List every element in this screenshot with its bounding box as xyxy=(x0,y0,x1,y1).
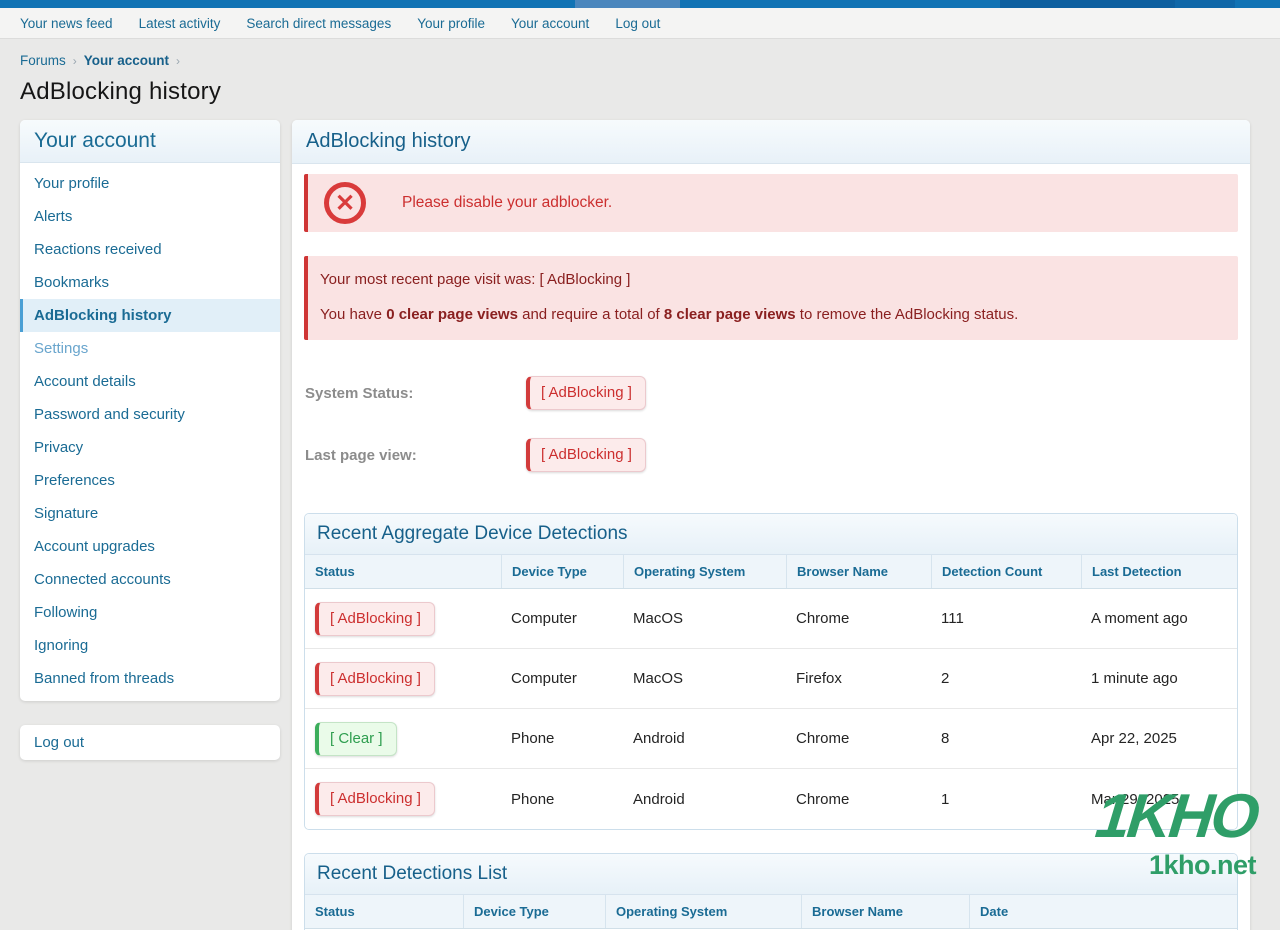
col-date: Date xyxy=(969,895,1237,928)
sidebar-title: Your account xyxy=(20,120,280,163)
cell-detection-count: 1 xyxy=(941,790,950,808)
top-strip-segment xyxy=(1000,0,1175,8)
last-page-view-label: Last page view: xyxy=(305,446,417,464)
sidebar-item-password-and-security[interactable]: Password and security xyxy=(34,406,185,423)
sidebar-item-account-details[interactable]: Account details xyxy=(34,373,136,390)
logout-box: Log out xyxy=(20,725,280,760)
nav-latest-activity[interactable]: Latest activity xyxy=(138,15,221,31)
cell-last-detection: Apr 22, 2025 xyxy=(1091,730,1177,747)
aggregate-table-header: Status Device Type Operating System Brow… xyxy=(305,555,1237,589)
adblock-notice: Your most recent page visit was: [ AdBlo… xyxy=(304,256,1238,340)
sidebar-item-ignoring[interactable]: Ignoring xyxy=(34,637,89,654)
breadcrumb-forums[interactable]: Forums xyxy=(20,53,66,68)
col-detection-count: Detection Count xyxy=(931,555,1081,588)
sidebar-item-settings[interactable]: Settings xyxy=(34,340,89,357)
col-status: Status xyxy=(315,564,355,579)
col-device-type: Device Type xyxy=(501,555,623,588)
alert-message: Please disable your adblocker. xyxy=(402,194,613,211)
cell-detection-count: 2 xyxy=(941,670,950,687)
col-operating-system: Operating System xyxy=(605,895,801,928)
main-panel: AdBlocking history ✕ Please disable your… xyxy=(292,120,1250,930)
col-browser-name: Browser Name xyxy=(801,895,969,928)
cell-detection-count: 8 xyxy=(941,730,950,747)
recent-detections-title: Recent Detections List xyxy=(305,854,1237,895)
adblock-alert: ✕ Please disable your adblocker. xyxy=(304,174,1238,232)
sidebar-item-banned-from-threads[interactable]: Banned from threads xyxy=(34,670,175,687)
status-badge: [ AdBlocking ] xyxy=(315,601,435,636)
cell-browser-name: Chrome xyxy=(796,610,850,627)
status-badge: [ AdBlocking ] xyxy=(315,661,435,696)
status-badge: [ AdBlocking ] xyxy=(315,782,435,816)
nav-your-profile[interactable]: Your profile xyxy=(417,15,485,31)
cell-operating-system: Android xyxy=(633,730,685,747)
aggregate-detections-title: Recent Aggregate Device Detections xyxy=(305,514,1237,555)
top-strip-segment xyxy=(1175,0,1235,8)
status-badge: [ Clear ] xyxy=(315,721,397,756)
last-page-view-row: Last page view: [ AdBlocking ] xyxy=(305,438,1238,472)
cell-device-type: Computer xyxy=(511,610,577,627)
col-status: Status xyxy=(315,904,355,919)
cell-browser-name: Chrome xyxy=(796,730,850,747)
sidebar-item-alerts[interactable]: Alerts xyxy=(34,208,73,225)
table-row: [ AdBlocking ] Computer MacOS Firefox 2 … xyxy=(305,649,1237,709)
system-status-row: System Status: [ AdBlocking ] xyxy=(305,376,1238,410)
sidebar-item-preferences[interactable]: Preferences xyxy=(34,472,115,489)
cell-operating-system: Android xyxy=(633,790,685,808)
account-sidebar: Your account Your profile Alerts Reactio… xyxy=(20,120,280,701)
error-circle-x-icon: ✕ xyxy=(324,182,366,224)
status-summary: System Status: [ AdBlocking ] Last page … xyxy=(305,376,1238,472)
cell-last-detection: 1 minute ago xyxy=(1091,670,1178,687)
last-page-view-badge: [ AdBlocking ] xyxy=(526,438,646,472)
cell-device-type: Phone xyxy=(511,730,555,747)
sidebar-item-reactions-received[interactable]: Reactions received xyxy=(34,241,162,258)
notice-line2: You have 0 clear page views and require … xyxy=(320,306,1019,323)
nav-your-account[interactable]: Your account xyxy=(511,15,590,31)
sidebar-item-following[interactable]: Following xyxy=(34,604,98,621)
nav-search-direct-messages[interactable]: Search direct messages xyxy=(246,15,392,31)
page-title: AdBlocking history xyxy=(20,78,222,105)
notice-line1: Your most recent page visit was: [ AdBlo… xyxy=(320,271,631,288)
sidebar-item-privacy[interactable]: Privacy xyxy=(34,439,84,456)
cell-operating-system: MacOS xyxy=(633,610,684,627)
breadcrumb-your-account[interactable]: Your account xyxy=(83,53,170,68)
sidebar-item-account-upgrades[interactable]: Account upgrades xyxy=(34,538,155,555)
table-row: [ AdBlocking ] Phone Android Chrome 1 Ma… xyxy=(305,769,1237,829)
top-strip-segment xyxy=(575,0,680,8)
cell-last-detection: Mar 29, 2025 xyxy=(1091,790,1180,808)
sidebar-item-your-profile[interactable]: Your profile xyxy=(34,175,110,192)
cell-browser-name: Firefox xyxy=(796,670,842,687)
table-row: [ AdBlocking ] Computer MacOS Chrome 111… xyxy=(305,589,1237,649)
sidebar-item-signature[interactable]: Signature xyxy=(34,505,99,522)
top-navigation: Your news feed Latest activity Search di… xyxy=(0,8,1280,39)
browser-top-strip xyxy=(0,0,1280,8)
sidebar-item-connected-accounts[interactable]: Connected accounts xyxy=(34,571,171,588)
col-last-detection: Last Detection xyxy=(1081,555,1237,588)
aggregate-detections-section: Recent Aggregate Device Detections Statu… xyxy=(304,513,1238,830)
breadcrumb: Forums › Your account › xyxy=(20,53,1260,68)
nav-log-out[interactable]: Log out xyxy=(615,15,661,31)
cell-operating-system: MacOS xyxy=(633,670,684,687)
main-panel-title: AdBlocking history xyxy=(292,120,1250,164)
cell-last-detection: A moment ago xyxy=(1091,610,1188,627)
sidebar-item-adblocking-history[interactable]: AdBlocking history xyxy=(20,299,280,332)
col-operating-system: Operating System xyxy=(623,555,786,588)
cell-browser-name: Chrome xyxy=(796,790,850,808)
col-browser-name: Browser Name xyxy=(786,555,931,588)
chevron-right-icon: › xyxy=(176,53,181,68)
logout-link[interactable]: Log out xyxy=(34,734,85,751)
chevron-right-icon: › xyxy=(72,53,77,68)
detections-table-header: Status Device Type Operating System Brow… xyxy=(305,895,1237,929)
sidebar-item-bookmarks[interactable]: Bookmarks xyxy=(34,274,110,291)
cell-detection-count: 111 xyxy=(941,610,964,627)
table-row: [ Clear ] Phone Android Chrome 8 Apr 22,… xyxy=(305,709,1237,769)
system-status-badge: [ AdBlocking ] xyxy=(526,376,646,410)
cell-device-type: Computer xyxy=(511,670,577,687)
cell-device-type: Phone xyxy=(511,790,555,808)
nav-your-news-feed[interactable]: Your news feed xyxy=(20,15,113,31)
col-device-type: Device Type xyxy=(463,895,605,928)
system-status-label: System Status: xyxy=(305,384,414,402)
recent-detections-section: Recent Detections List Status Device Typ… xyxy=(304,853,1238,930)
